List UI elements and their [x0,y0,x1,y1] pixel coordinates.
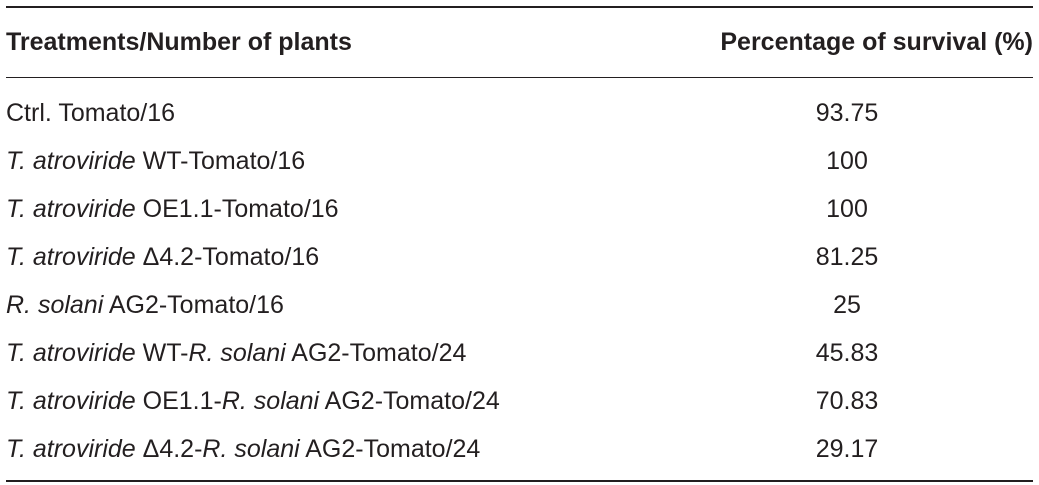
species-name: T. atroviride [6,195,136,223]
survival-value-cell: 100 [826,147,868,175]
treatment-cell: T. atroviride OE1.1-Tomato/16 [6,191,339,227]
table-bottom-rule [6,480,1033,482]
survival-value-cell: 70.83 [815,387,879,415]
treatment-cell: R. solani AG2-Tomato/16 [6,287,284,323]
treatment-text: Ctrl. Tomato/16 [6,99,176,127]
table-row: Ctrl. Tomato/16 93.75 [6,95,1033,143]
species-name: R. solani [221,387,320,415]
treatment-cell: T. atroviride Δ4.2-R. solani AG2-Tomato/… [6,431,480,467]
treatment-text: Δ4.2-Tomato/16 [135,243,320,271]
treatment-cell: T. atroviride WT-R. solani AG2-Tomato/24 [6,335,466,371]
table-row: T. atroviride OE1.1-Tomato/16 100 [6,191,1033,239]
table-row: T. atroviride OE1.1-R. solani AG2-Tomato… [6,383,1033,431]
column-header-survival: Percentage of survival (%) [720,28,1033,56]
species-name: T. atroviride [6,435,136,463]
treatment-text: OE1.1- [135,387,222,415]
treatment-cell: T. atroviride Δ4.2-Tomato/16 [6,239,319,275]
species-name: T. atroviride [6,243,136,271]
table-row: T. atroviride WT-Tomato/16 100 [6,143,1033,191]
survival-value-cell: 45.83 [815,339,879,367]
treatment-text: AG2-Tomato/24 [299,435,481,463]
survival-value-cell: 93.75 [815,99,879,127]
treatment-text: AG2-Tomato/16 [103,291,284,319]
survival-value-cell: 29.17 [815,435,879,463]
species-name: T. atroviride [6,339,136,367]
species-name: T. atroviride [6,147,136,175]
species-name: R. solani [202,435,300,463]
treatment-text: Δ4.2- [135,435,203,463]
column-header-treatments: Treatments/Number of plants [6,28,352,56]
table-row: T. atroviride Δ4.2-R. solani AG2-Tomato/… [6,431,1033,479]
table-top-rule [6,6,1033,8]
species-name: T. atroviride [6,387,136,415]
table-row: T. atroviride Δ4.2-Tomato/16 81.25 [6,239,1033,287]
treatment-cell: T. atroviride WT-Tomato/16 [6,143,305,179]
survival-value-cell: 100 [826,195,868,223]
treatment-text: WT- [135,339,189,367]
treatment-text: OE1.1-Tomato/16 [135,195,339,223]
treatment-text: WT-Tomato/16 [135,147,306,175]
treatment-text: AG2-Tomato/24 [319,387,500,415]
survival-value-cell: 81.25 [815,243,879,271]
species-name: R. solani [188,339,286,367]
table-row: T. atroviride WT-R. solani AG2-Tomato/24… [6,335,1033,383]
treatment-text: AG2-Tomato/24 [285,339,467,367]
species-name: R. solani [6,291,104,319]
survival-value-cell: 25 [833,291,861,319]
table-row: R. solani AG2-Tomato/16 25 [6,287,1033,335]
treatment-cell: Ctrl. Tomato/16 [6,95,175,131]
treatment-cell: T. atroviride OE1.1-R. solani AG2-Tomato… [6,383,500,419]
header-rule [6,77,1033,78]
